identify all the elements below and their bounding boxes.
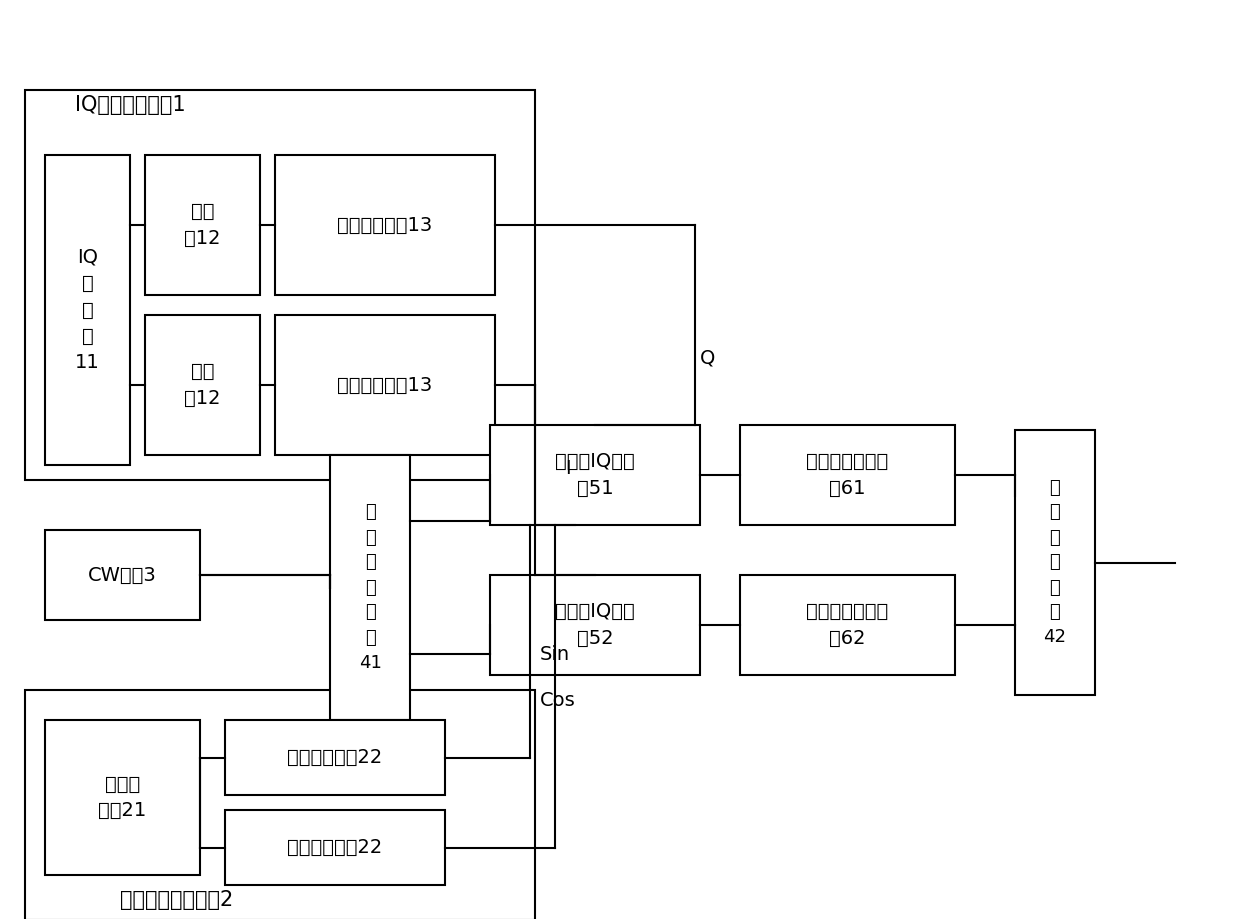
Text: 第二可调光衰减
器62: 第二可调光衰减 器62 bbox=[806, 602, 889, 648]
Text: 第一电驱动器13: 第一电驱动器13 bbox=[337, 215, 433, 234]
Text: 第
一
光
功
分
器
41: 第 一 光 功 分 器 41 bbox=[358, 504, 382, 672]
Text: 滤波
器12: 滤波 器12 bbox=[185, 362, 221, 408]
Bar bbox=[224, 720, 445, 795]
Text: 第
二
光
功
分
器
42: 第 二 光 功 分 器 42 bbox=[1044, 479, 1066, 646]
Bar bbox=[145, 315, 260, 455]
Bar bbox=[1016, 430, 1095, 695]
Text: 第一电驱动器13: 第一电驱动器13 bbox=[337, 376, 433, 394]
Text: 滤波
器12: 滤波 器12 bbox=[185, 202, 221, 248]
Text: Q: Q bbox=[701, 348, 715, 368]
Bar bbox=[740, 425, 955, 525]
Text: IQ信号产生模块1: IQ信号产生模块1 bbox=[74, 95, 186, 115]
Bar bbox=[145, 155, 260, 295]
Text: 时钟信号产生模块2: 时钟信号产生模块2 bbox=[120, 890, 233, 910]
Bar bbox=[45, 530, 200, 620]
Bar bbox=[25, 90, 534, 480]
Text: I: I bbox=[565, 459, 570, 478]
Text: 第一可调光衰减
器61: 第一可调光衰减 器61 bbox=[806, 452, 889, 498]
Text: Sin: Sin bbox=[539, 645, 570, 664]
Bar bbox=[330, 455, 410, 720]
Bar bbox=[275, 315, 495, 455]
Bar bbox=[45, 155, 130, 465]
Bar bbox=[490, 425, 701, 525]
Text: CW光源3: CW光源3 bbox=[88, 565, 157, 584]
Text: 第一光IQ调制
器51: 第一光IQ调制 器51 bbox=[556, 452, 635, 498]
Bar bbox=[224, 810, 445, 885]
Bar bbox=[740, 575, 955, 675]
Text: 第二电驱动器22: 第二电驱动器22 bbox=[288, 838, 383, 857]
Text: Cos: Cos bbox=[539, 690, 575, 709]
Bar bbox=[45, 720, 200, 875]
Bar bbox=[275, 155, 495, 295]
Text: 第二电驱动器22: 第二电驱动器22 bbox=[288, 748, 383, 767]
Text: 第二光IQ调制
器52: 第二光IQ调制 器52 bbox=[556, 602, 635, 648]
Text: 高速时
钟源21: 高速时 钟源21 bbox=[98, 775, 146, 821]
Text: IQ
信
号
源
11: IQ 信 号 源 11 bbox=[76, 247, 100, 372]
Bar bbox=[25, 690, 534, 919]
Bar bbox=[490, 575, 701, 675]
